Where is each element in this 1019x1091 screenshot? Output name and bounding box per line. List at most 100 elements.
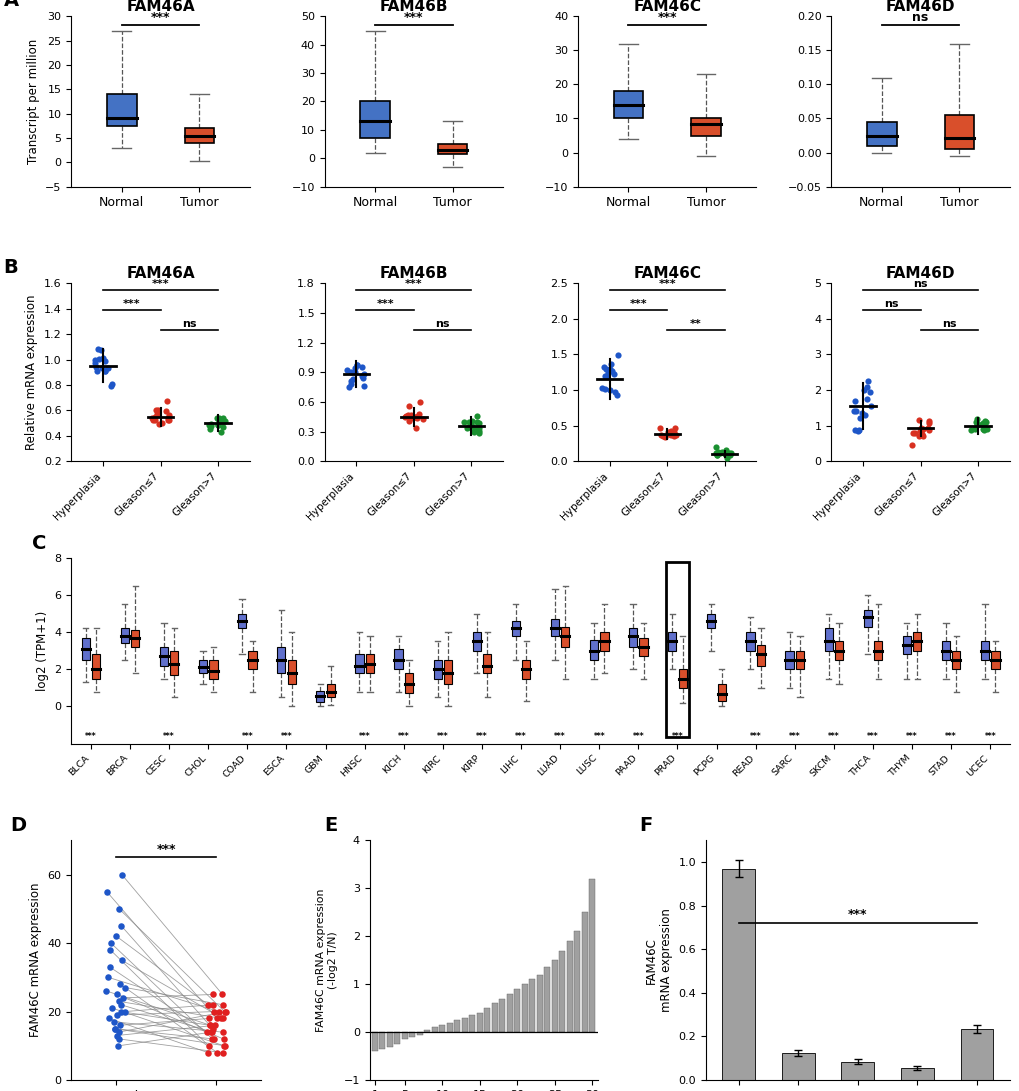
Point — [201, 1038, 217, 1055]
Bar — [446, 1022, 452, 1032]
Bar — [209, 660, 217, 679]
Point — [102, 958, 118, 975]
Bar — [360, 101, 389, 139]
Point — [87, 355, 103, 372]
Bar — [131, 631, 140, 647]
Point — [408, 408, 424, 425]
Point — [605, 365, 622, 383]
Point — [408, 419, 424, 436]
Point — [601, 360, 618, 377]
Text: ***: *** — [404, 11, 423, 24]
Point — [93, 340, 109, 358]
Point — [107, 1020, 123, 1038]
Point — [346, 363, 363, 381]
Point — [214, 985, 230, 1003]
Point — [112, 996, 128, 1014]
Point — [914, 420, 930, 437]
Point — [160, 409, 176, 427]
Point — [665, 423, 682, 441]
Bar — [462, 1018, 468, 1032]
Point — [403, 409, 419, 427]
Bar — [944, 115, 973, 149]
Point — [470, 419, 486, 436]
Point — [593, 380, 609, 397]
Point — [913, 427, 929, 444]
Point — [666, 420, 683, 437]
Point — [112, 1017, 128, 1034]
Y-axis label: Relative mRNA expression: Relative mRNA expression — [25, 295, 39, 449]
Bar — [355, 655, 363, 673]
Bar — [529, 980, 535, 1032]
Point — [855, 382, 871, 399]
Point — [466, 422, 482, 440]
Bar — [678, 669, 686, 687]
Bar — [560, 626, 569, 647]
Text: ***: *** — [749, 732, 761, 741]
Bar — [835, 642, 843, 660]
Bar — [902, 636, 910, 655]
Bar — [960, 1029, 993, 1080]
Point — [157, 403, 173, 420]
Point — [103, 375, 119, 393]
Title: FAM46D: FAM46D — [884, 266, 955, 280]
Point — [663, 423, 680, 441]
Bar — [706, 613, 714, 628]
Point — [974, 420, 990, 437]
Bar — [912, 632, 920, 650]
Text: ***: *** — [436, 732, 448, 741]
Point — [150, 401, 166, 419]
Point — [470, 413, 486, 431]
Bar — [863, 610, 871, 626]
Bar — [551, 960, 557, 1032]
Bar — [379, 1032, 385, 1048]
Point — [973, 416, 989, 433]
Point — [708, 446, 725, 464]
Bar — [107, 94, 137, 125]
Point — [468, 413, 484, 431]
Point — [150, 416, 166, 433]
Point — [107, 1020, 123, 1038]
Point — [211, 410, 227, 428]
Point — [205, 996, 221, 1014]
Point — [355, 369, 371, 386]
Point — [209, 417, 225, 434]
Bar — [873, 642, 881, 660]
Bar — [522, 984, 528, 1032]
Point — [912, 419, 928, 436]
Bar — [120, 628, 128, 644]
Point — [214, 1023, 230, 1041]
Point — [160, 406, 176, 423]
Text: ***: *** — [905, 732, 917, 741]
Point — [718, 447, 735, 465]
Point — [403, 407, 419, 424]
Point — [858, 379, 874, 396]
Bar — [782, 1053, 814, 1080]
Point — [95, 349, 111, 367]
Bar — [439, 1024, 445, 1032]
Point — [608, 386, 625, 404]
Point — [215, 1009, 231, 1027]
Point — [209, 1044, 225, 1062]
Point — [101, 1009, 117, 1027]
Text: ns: ns — [182, 319, 197, 328]
Text: F: F — [638, 816, 651, 835]
Y-axis label: FAM46C mRNA expression: FAM46C mRNA expression — [29, 883, 42, 1038]
Text: ***: *** — [151, 11, 170, 24]
Point — [207, 1017, 223, 1034]
Point — [707, 444, 723, 461]
Point — [204, 1030, 220, 1047]
Point — [609, 347, 626, 364]
Point — [968, 410, 984, 428]
Text: ***: *** — [359, 732, 370, 741]
Bar — [900, 1068, 933, 1080]
Point — [110, 1038, 126, 1055]
Point — [102, 942, 118, 959]
Point — [210, 416, 226, 433]
Point — [967, 417, 983, 434]
Bar — [721, 868, 754, 1080]
Point — [412, 394, 428, 411]
Point — [595, 358, 611, 375]
Bar — [498, 998, 505, 1032]
Point — [112, 1003, 128, 1020]
Point — [966, 421, 982, 439]
